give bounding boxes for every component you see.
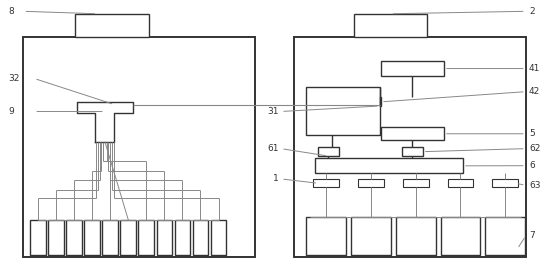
Bar (138, 220, 154, 255)
Text: 1: 1 (273, 174, 279, 183)
Text: 7: 7 (529, 231, 535, 240)
Bar (294, 37, 526, 257)
Text: 2: 2 (529, 7, 535, 16)
Text: 32: 32 (8, 74, 19, 83)
Text: 31: 31 (267, 107, 279, 116)
Bar (85, 220, 100, 255)
Bar (381, 127, 444, 140)
Text: 61: 61 (267, 144, 279, 153)
Text: 62: 62 (529, 144, 540, 153)
Bar (103, 220, 118, 255)
Text: 42: 42 (529, 87, 540, 96)
Bar (313, 180, 339, 187)
Bar (23, 37, 255, 257)
Bar (440, 217, 480, 255)
Bar (485, 217, 525, 255)
Bar (156, 220, 172, 255)
Bar (403, 180, 429, 187)
Bar (396, 217, 436, 255)
Bar (48, 220, 64, 255)
Text: 41: 41 (529, 64, 540, 73)
Text: 5: 5 (529, 129, 535, 138)
Bar (193, 220, 209, 255)
Bar (306, 217, 346, 255)
Bar (30, 220, 46, 255)
Bar (211, 220, 226, 255)
Bar (354, 14, 428, 37)
Text: 9: 9 (8, 107, 14, 116)
Bar (492, 180, 518, 187)
Text: 8: 8 (8, 7, 14, 16)
Bar (318, 147, 339, 156)
Bar (75, 14, 149, 37)
Text: 63: 63 (529, 181, 541, 190)
Bar (381, 61, 444, 76)
Text: 6: 6 (529, 161, 535, 170)
Bar (316, 158, 463, 173)
Bar (175, 220, 191, 255)
Bar (306, 87, 380, 135)
Bar (447, 180, 473, 187)
Bar (358, 180, 384, 187)
Bar (380, 98, 381, 106)
Bar (66, 220, 82, 255)
Bar (120, 220, 136, 255)
Bar (402, 147, 423, 156)
Bar (351, 217, 391, 255)
